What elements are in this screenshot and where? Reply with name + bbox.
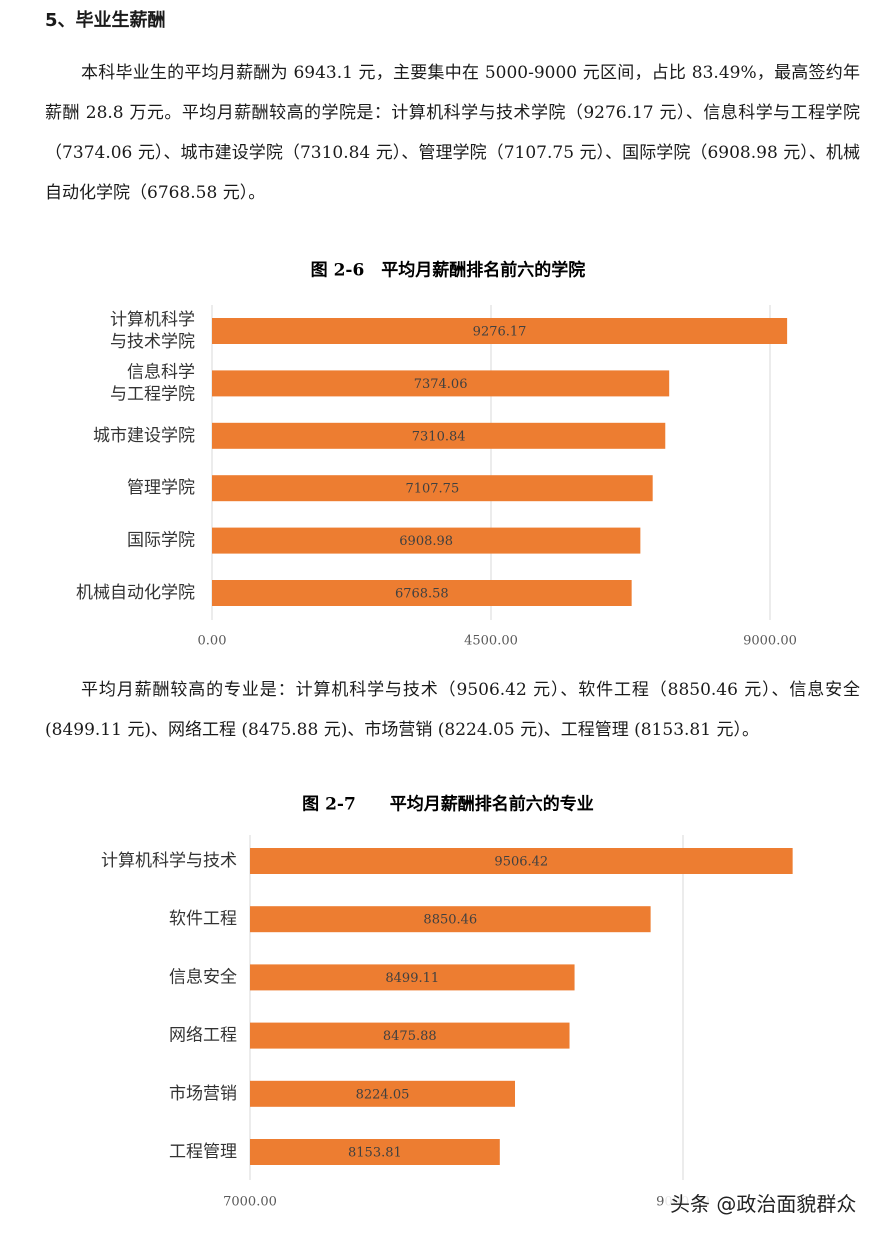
category-label-line: 与工程学院 — [110, 384, 195, 404]
watermark: 头条 @政治面貌群众 — [664, 1186, 863, 1219]
category-label-line: 国际学院 — [127, 530, 195, 550]
value-label: 8224.05 — [356, 1087, 410, 1102]
value-label: 8153.81 — [348, 1146, 402, 1161]
value-label: 7310.84 — [412, 429, 466, 444]
category-label-line: 机械自动化学院 — [76, 583, 195, 603]
category-label-line: 计算机科学与技术 — [101, 851, 237, 871]
value-label: 7107.75 — [405, 482, 459, 497]
value-label: 9276.17 — [473, 325, 527, 340]
category-label-line: 信息科学 — [127, 362, 195, 382]
bar — [212, 475, 653, 502]
bar — [250, 848, 793, 874]
category-label: 计算机科学与技术 — [101, 851, 237, 871]
value-label: 8499.11 — [385, 971, 439, 986]
x-tick-label: 4500.00 — [464, 634, 518, 649]
x-tick-label: 9000.00 — [743, 634, 797, 649]
category-label-line: 信息安全 — [169, 967, 237, 987]
bar — [250, 1022, 570, 1049]
category-label: 城市建设学院 — [93, 425, 195, 445]
category-label-line: 管理学院 — [127, 478, 195, 498]
category-label: 机械自动化学院 — [76, 583, 195, 603]
bar — [212, 527, 641, 554]
chart-title: 图 2-7 平均月薪酬排名前六的专业 — [302, 794, 594, 815]
paragraph: 平均月薪酬较高的专业是：计算机科学与技术（9506.42 元）、软件工程（885… — [45, 680, 860, 740]
category-label: 信息科学与工程学院 — [110, 362, 195, 404]
value-label: 8850.46 — [423, 913, 477, 928]
bar — [250, 1080, 516, 1107]
category-label-line: 与技术学院 — [110, 332, 195, 352]
bar — [250, 964, 575, 991]
category-label-line: 市场营销 — [169, 1083, 237, 1103]
x-tick-label: 7000.00 — [223, 1195, 277, 1210]
category-label: 信息安全 — [169, 967, 237, 987]
category-label: 软件工程 — [169, 909, 237, 929]
category-label: 市场营销 — [169, 1083, 237, 1103]
x-tick-label: 0.00 — [198, 634, 227, 649]
bar — [212, 318, 788, 344]
category-label: 网络工程 — [169, 1025, 237, 1045]
category-label-line: 网络工程 — [169, 1025, 237, 1045]
category-label-line: 工程管理 — [169, 1142, 237, 1162]
paragraph: 本科毕业生的平均月薪酬为 6943.1 元，主要集中在 5000-9000 元区… — [45, 63, 860, 203]
heading: 5、毕业生薪酬 — [45, 10, 166, 31]
value-label: 8475.88 — [383, 1029, 437, 1044]
category-label-line: 软件工程 — [169, 909, 237, 929]
bar — [250, 1139, 500, 1165]
category-label-line: 计算机科学 — [110, 310, 195, 330]
bar — [250, 906, 651, 933]
category-label: 国际学院 — [127, 530, 195, 550]
value-label: 6908.98 — [399, 534, 453, 549]
category-label: 管理学院 — [127, 478, 195, 498]
category-label-line: 城市建设学院 — [93, 425, 195, 445]
value-label: 6768.58 — [395, 587, 449, 602]
category-label: 工程管理 — [169, 1142, 237, 1162]
value-label: 9506.42 — [494, 855, 548, 870]
chart-title: 图 2-6 平均月薪酬排名前六的学院 — [311, 260, 586, 281]
bar — [212, 370, 670, 397]
category-label: 计算机科学与技术学院 — [110, 310, 195, 352]
bar — [212, 580, 632, 606]
value-label: 7374.06 — [414, 377, 468, 392]
bar — [212, 422, 666, 449]
